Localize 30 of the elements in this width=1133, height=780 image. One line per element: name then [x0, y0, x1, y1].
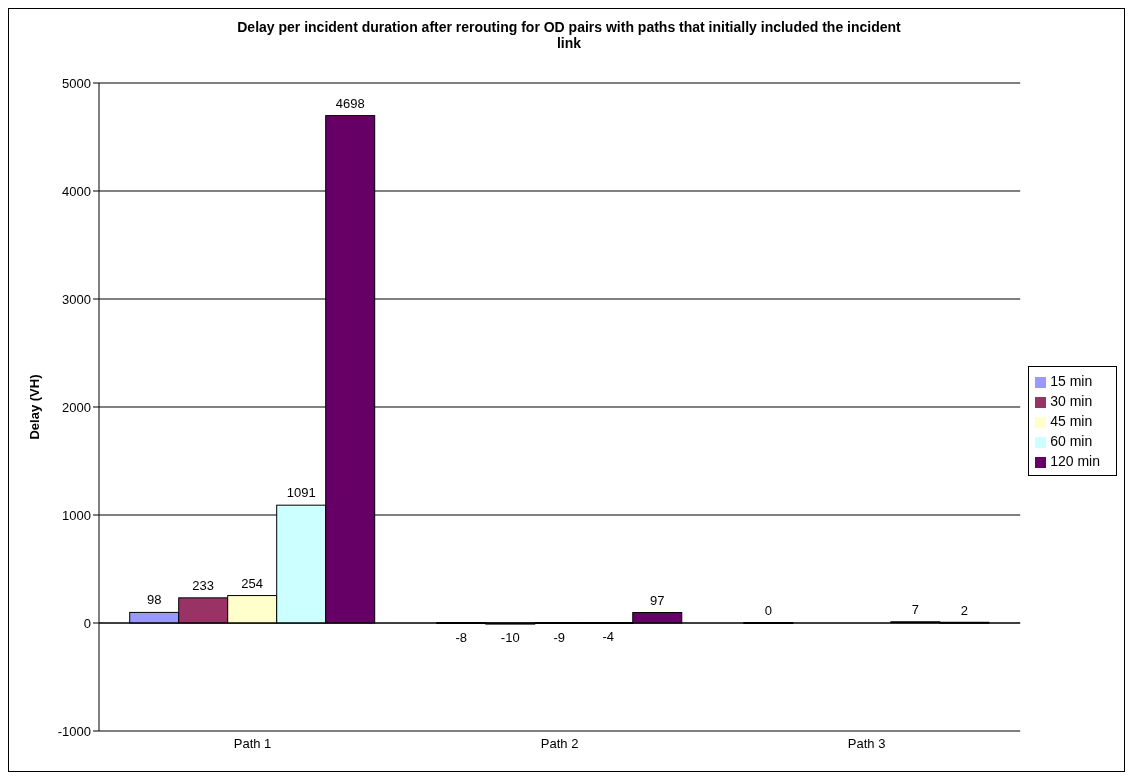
- data-label: -4: [602, 629, 615, 645]
- x-tick-label: Path 2: [540, 736, 579, 752]
- data-label: 0: [764, 603, 772, 618]
- legend-label: 60 min: [1050, 433, 1093, 449]
- x-tick-label: Path 3: [847, 736, 886, 752]
- chart-title: Delay per incident duration after rerouting for OD pairs with paths that initially included the incident link: [236, 19, 902, 51]
- data-label: 97: [650, 592, 665, 608]
- data-label: -10: [500, 630, 520, 646]
- legend-label: 120 min: [1050, 453, 1100, 469]
- data-label: 98: [146, 592, 162, 608]
- data-label: 2: [960, 602, 968, 618]
- y-tick-label: 0: [83, 615, 91, 631]
- data-label: 7: [911, 602, 919, 618]
- legend-label: 45 min: [1050, 413, 1093, 429]
- y-tick-label: -1000: [57, 723, 91, 739]
- y-axis-title: Delay (VH): [26, 374, 42, 440]
- data-label: 233: [192, 577, 215, 593]
- y-tick-label: 2000: [62, 399, 91, 415]
- data-label: -9: [553, 629, 566, 645]
- y-tick-label: 4000: [62, 183, 91, 199]
- legend-label: 30 min: [1050, 393, 1093, 409]
- data-label: -8: [455, 629, 468, 645]
- data-label: 254: [241, 575, 264, 591]
- y-tick-label: 3000: [62, 291, 91, 307]
- data-label: 1091: [286, 485, 316, 501]
- legend-label: 15 min: [1050, 373, 1093, 389]
- y-tick-label: 5000: [62, 75, 91, 91]
- data-label: 4698: [335, 95, 365, 111]
- y-tick-label: 1000: [62, 507, 91, 523]
- x-tick-label: Path 1: [233, 736, 272, 752]
